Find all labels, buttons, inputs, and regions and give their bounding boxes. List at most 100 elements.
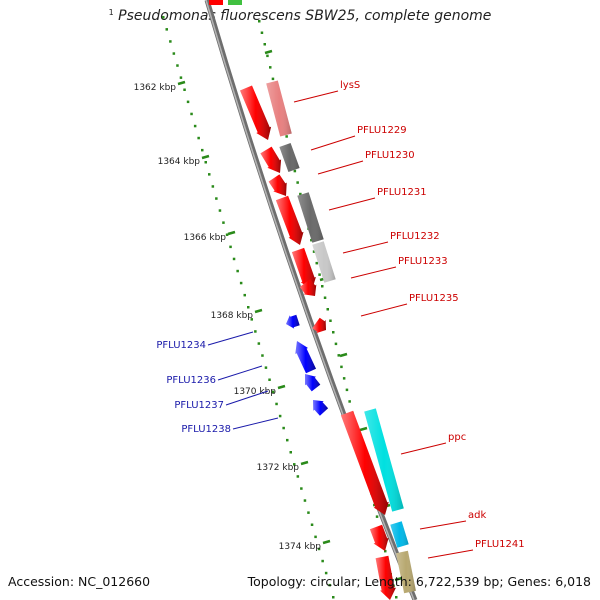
- forward-gene-arrow-shade: [240, 85, 272, 140]
- forward-leader-line: [427, 549, 474, 559]
- forward-gene-label[interactable]: PFLU1235: [409, 293, 459, 304]
- forward-gene-label[interactable]: ppc: [448, 432, 466, 443]
- reverse-gene-label[interactable]: PFLU1238: [181, 424, 231, 435]
- ruler-dot-outer: [375, 515, 379, 518]
- ruler-dot-inner: [275, 402, 278, 406]
- ruler-dot-inner: [218, 209, 222, 212]
- ruler-dot-outer: [296, 181, 299, 184]
- forward-leader-line: [360, 303, 408, 317]
- forward-gene-label[interactable]: PFLU1231: [377, 187, 427, 198]
- ruler-dot-outer: [345, 388, 349, 392]
- ruler-tick-label: 1366 kbp: [184, 233, 227, 243]
- ruler-dot-outer: [342, 377, 346, 380]
- forward-gene-arrow-shade: [312, 317, 326, 334]
- forward-gene-label[interactable]: PFLU1229: [357, 125, 407, 136]
- reverse-gene-label[interactable]: PFLU1234: [156, 340, 206, 351]
- ruler-dot-outer: [340, 365, 343, 369]
- ruler-dot-outer: [384, 549, 387, 553]
- ruler-dot-inner: [278, 414, 282, 418]
- genome-summary-text: Topology: circular; Length: 6,722,539 bp…: [247, 574, 591, 589]
- ruler-tick: [227, 230, 236, 236]
- forward-gene-label[interactable]: PFLU1241: [475, 539, 525, 550]
- ruler-dot-inner: [236, 269, 239, 273]
- ruler-tick-label: 1370 kbp: [234, 387, 277, 397]
- ruler-tick: [254, 308, 263, 314]
- ruler-dot-outer: [312, 250, 316, 253]
- gene-category-bar-shade: [390, 521, 409, 548]
- forward-gene-label[interactable]: adk: [468, 510, 486, 521]
- ruler-dot-inner: [282, 426, 285, 430]
- reverse-gene-arrow-shade: [305, 374, 321, 392]
- ruler-dot-inner: [172, 52, 176, 55]
- ruler-dot-outer: [323, 296, 327, 299]
- forward-gene-arrow-shade: [260, 146, 282, 173]
- ruler-dot-inner: [300, 487, 303, 490]
- ruler-dot-inner: [190, 112, 193, 116]
- ruler-dot-inner: [254, 330, 257, 333]
- cropped-gene-top: [228, 0, 242, 5]
- forward-gene-label[interactable]: PFLU1233: [398, 256, 448, 267]
- ruler-dot-inner: [293, 463, 296, 466]
- ruler-dot-inner: [303, 499, 307, 502]
- ruler-dot-inner: [296, 475, 300, 478]
- ruler-dot-inner: [268, 378, 271, 381]
- reverse-gene-label[interactable]: PFLU1237: [174, 400, 224, 411]
- ruler-dot-inner: [324, 571, 328, 575]
- forward-leader-line: [350, 266, 397, 279]
- ruler-dot-outer: [266, 54, 269, 58]
- ruler-dot-outer: [321, 285, 324, 288]
- ruler-dot-outer: [299, 192, 302, 196]
- ruler-dot-outer: [260, 31, 264, 34]
- ruler-dot-outer: [337, 354, 340, 357]
- chromosome-backbone-highlight: [205, 0, 415, 600]
- ruler-dot-inner: [317, 547, 321, 551]
- ruler-dot-inner: [208, 173, 211, 176]
- ruler-dot-outer: [293, 169, 297, 173]
- ruler-tick-label: 1362 kbp: [134, 83, 177, 93]
- ruler-dot-inner: [204, 161, 207, 164]
- ruler-dot-inner: [215, 197, 218, 200]
- ruler-dot-outer: [258, 20, 261, 23]
- ruler-dot-inner: [162, 16, 165, 19]
- reverse-gene-label[interactable]: PFLU1236: [166, 375, 216, 386]
- ruler-dot-inner: [257, 342, 261, 345]
- forward-gene-arrow-shade: [369, 524, 389, 551]
- ruler-dot-inner: [211, 185, 215, 188]
- ruler-dot-outer: [285, 135, 288, 138]
- ruler-dash: [264, 49, 273, 55]
- ruler-dot-outer: [395, 596, 398, 599]
- ruler-tick: [322, 539, 331, 545]
- ruler-dot-inner: [289, 451, 292, 454]
- reverse-gene-arrow-shade: [313, 400, 329, 416]
- ruler-tick-label: 1368 kbp: [211, 311, 254, 321]
- forward-gene-label[interactable]: lysS: [340, 80, 360, 91]
- forward-leader-line: [328, 197, 376, 211]
- ruler-dot-inner: [176, 64, 179, 67]
- forward-leader-line: [310, 135, 356, 151]
- ruler-dot-outer: [263, 43, 266, 46]
- forward-gene-arrow-shade: [340, 410, 389, 515]
- reverse-gene-arrow-shade: [295, 341, 316, 374]
- ruler-dot-outer: [334, 342, 338, 346]
- forward-leader-line: [317, 160, 364, 175]
- forward-gene-arrow-shade: [268, 174, 287, 196]
- forward-gene-label[interactable]: PFLU1232: [390, 231, 440, 242]
- reverse-leader-line: [232, 417, 279, 430]
- forward-gene-label[interactable]: PFLU1230: [365, 150, 415, 161]
- ruler-dot-inner: [332, 596, 335, 599]
- ruler-dot-inner: [197, 136, 200, 140]
- ruler-dot-inner: [186, 100, 190, 104]
- forward-leader-line: [293, 90, 339, 103]
- ruler-dot-inner: [247, 306, 250, 309]
- ruler-dot-outer: [332, 331, 335, 334]
- cropped-gene-top: [209, 0, 223, 5]
- forward-gene-arrow-shade: [375, 555, 396, 600]
- chromosome-backbone: [204, 0, 418, 600]
- gene-category-bar-shade: [396, 550, 416, 594]
- reverse-gene-arrow-shade: [286, 314, 300, 329]
- ruler-dot-inner: [169, 40, 172, 43]
- ruler-dot-outer: [310, 238, 313, 242]
- ruler-tick-label: 1364 kbp: [158, 157, 201, 167]
- title-superscript: 1: [108, 8, 114, 17]
